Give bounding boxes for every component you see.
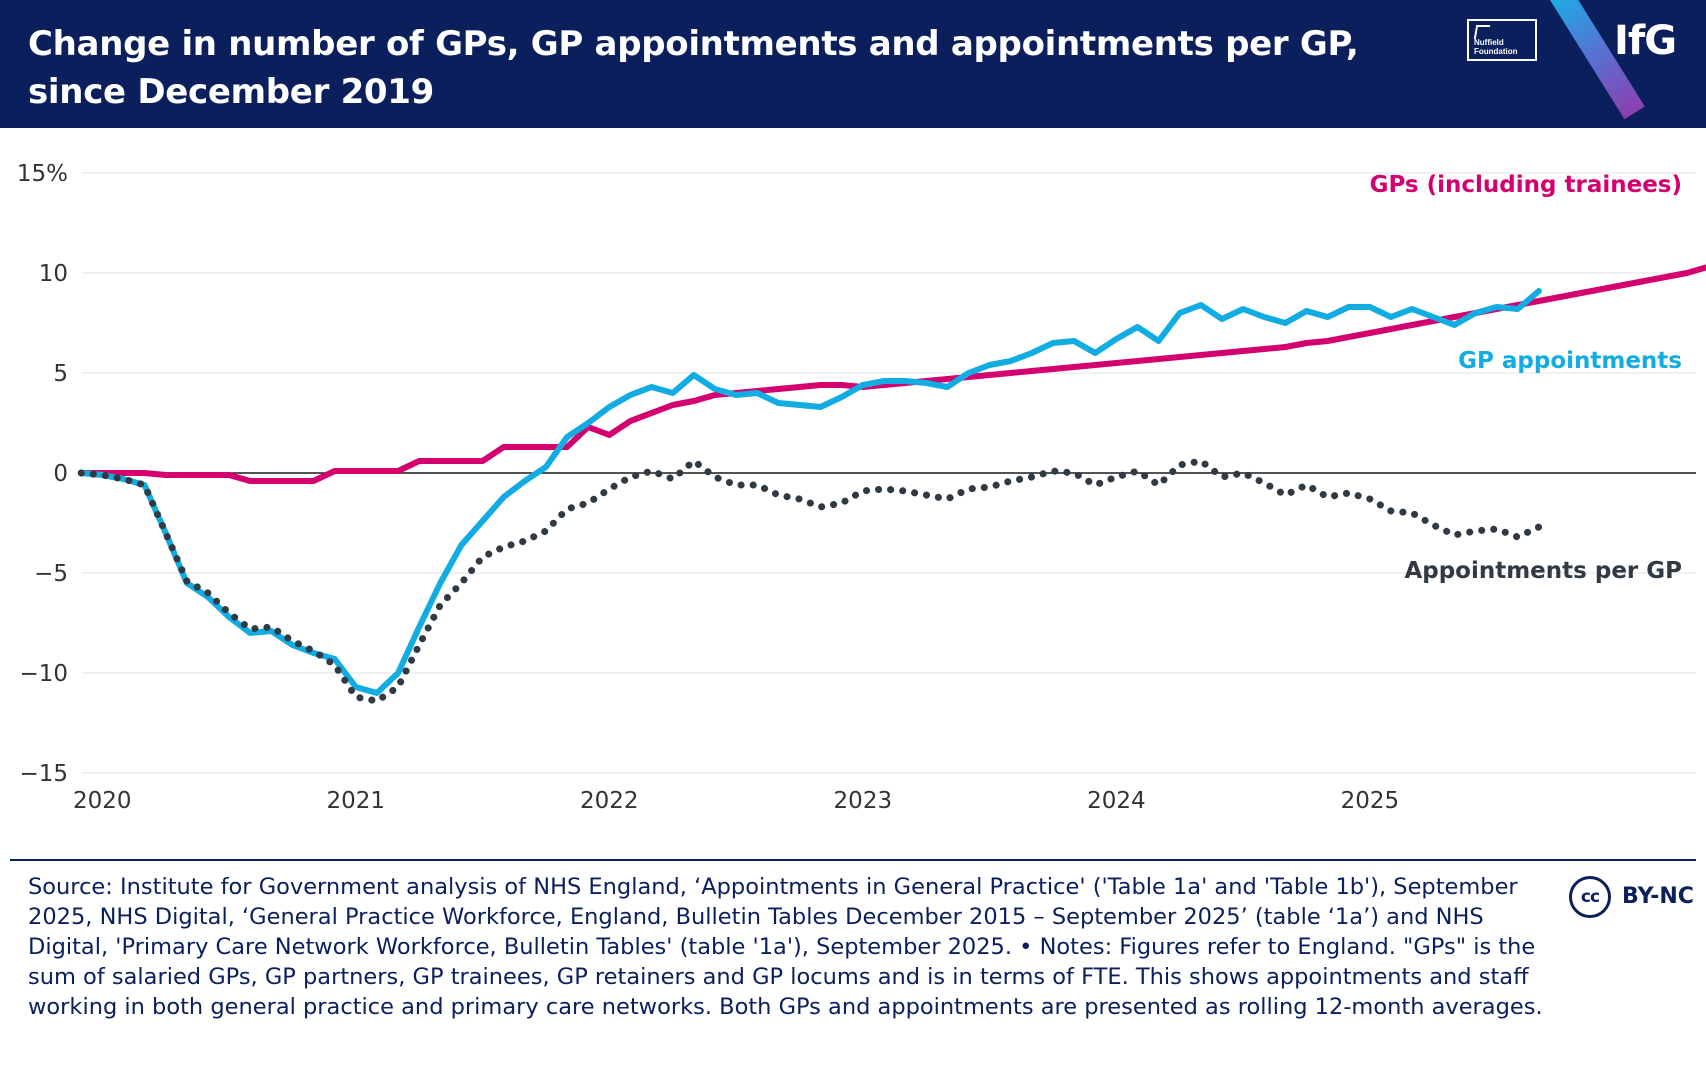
nuffield-logo-text: Nuffield Foundation [1474, 38, 1518, 56]
y-axis-ticks: 15% 10 5 0 −5 −10 −15 [17, 161, 68, 787]
series-labels: GPs (including trainees) GP appointments A… [1370, 172, 1682, 584]
x-tick-label: 2023 [834, 788, 893, 814]
x-tick-label: 2020 [73, 788, 132, 814]
header-banner: Change in number of GPs, GP appointments… [0, 0, 1706, 128]
series-line-0 [78, 264, 1706, 484]
y-tick-label: −5 [34, 561, 68, 587]
x-axis-ticks: 2020 2021 2022 2023 2024 2025 [73, 788, 1399, 814]
y-tick-label: 10 [39, 261, 68, 287]
series-label-2: Appointments per GP [1404, 558, 1682, 584]
series-lines [77, 264, 1706, 705]
footer-divider [10, 859, 1696, 861]
line-chart: 15% 10 5 0 −5 −10 −15 2020 2021 2022 2023 2024 2025… [17, 161, 1706, 814]
x-tick-label: 2022 [580, 788, 639, 814]
y-tick-label: 5 [53, 361, 68, 387]
nuffield-logo: Nuffield Foundation [1467, 19, 1537, 61]
source-notes: Source: Institute for Government analysi… [28, 874, 1543, 1020]
x-tick-label: 2024 [1087, 788, 1146, 814]
chart-title: Change in number of GPs, GP appointments… [28, 24, 1359, 112]
series-label-0: GPs (including trainees) [1370, 172, 1682, 198]
series-line-1 [78, 288, 1542, 696]
nuffield-mark-icon [1473, 25, 1491, 39]
series-label-1: GP appointments [1458, 348, 1682, 374]
creative-commons-icon: cc [1569, 876, 1611, 918]
series-line-2 [77, 457, 1543, 705]
ifg-logo: IfG [1614, 18, 1677, 64]
y-tick-label: 0 [53, 461, 68, 487]
y-tick-label: 15% [17, 161, 68, 187]
license-label: BY-NC [1622, 884, 1694, 909]
y-tick-label: −15 [19, 761, 68, 787]
x-tick-label: 2025 [1341, 788, 1400, 814]
x-tick-label: 2021 [327, 788, 386, 814]
y-tick-label: −10 [19, 661, 68, 687]
